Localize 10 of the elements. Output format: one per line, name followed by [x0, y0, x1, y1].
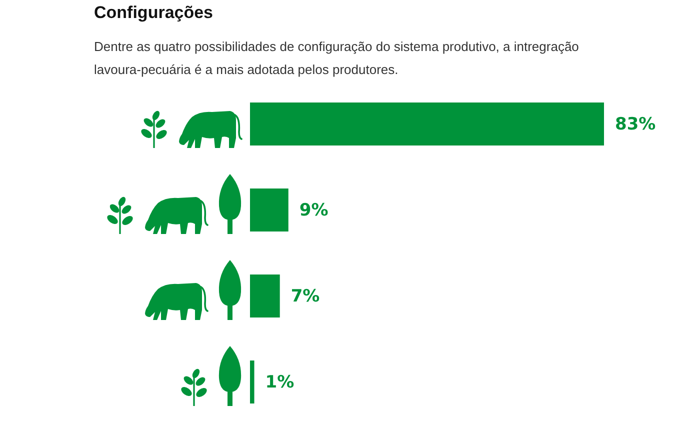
- chart-title: Configurações: [94, 3, 214, 23]
- bar: [250, 274, 280, 318]
- bar: [250, 360, 254, 404]
- bar: [250, 188, 288, 232]
- chart-subtitle: Dentre as quatro possibilidades de configuração do sistema produtivo, a intregração lavoura-pecuária é a mais adotada pelos produtores.: [94, 38, 580, 79]
- data-label: 1%: [265, 372, 294, 392]
- bar: [250, 102, 604, 146]
- data-label: 83%: [615, 114, 656, 134]
- data-label: 7%: [290, 286, 320, 306]
- data-label: 9%: [299, 200, 328, 220]
